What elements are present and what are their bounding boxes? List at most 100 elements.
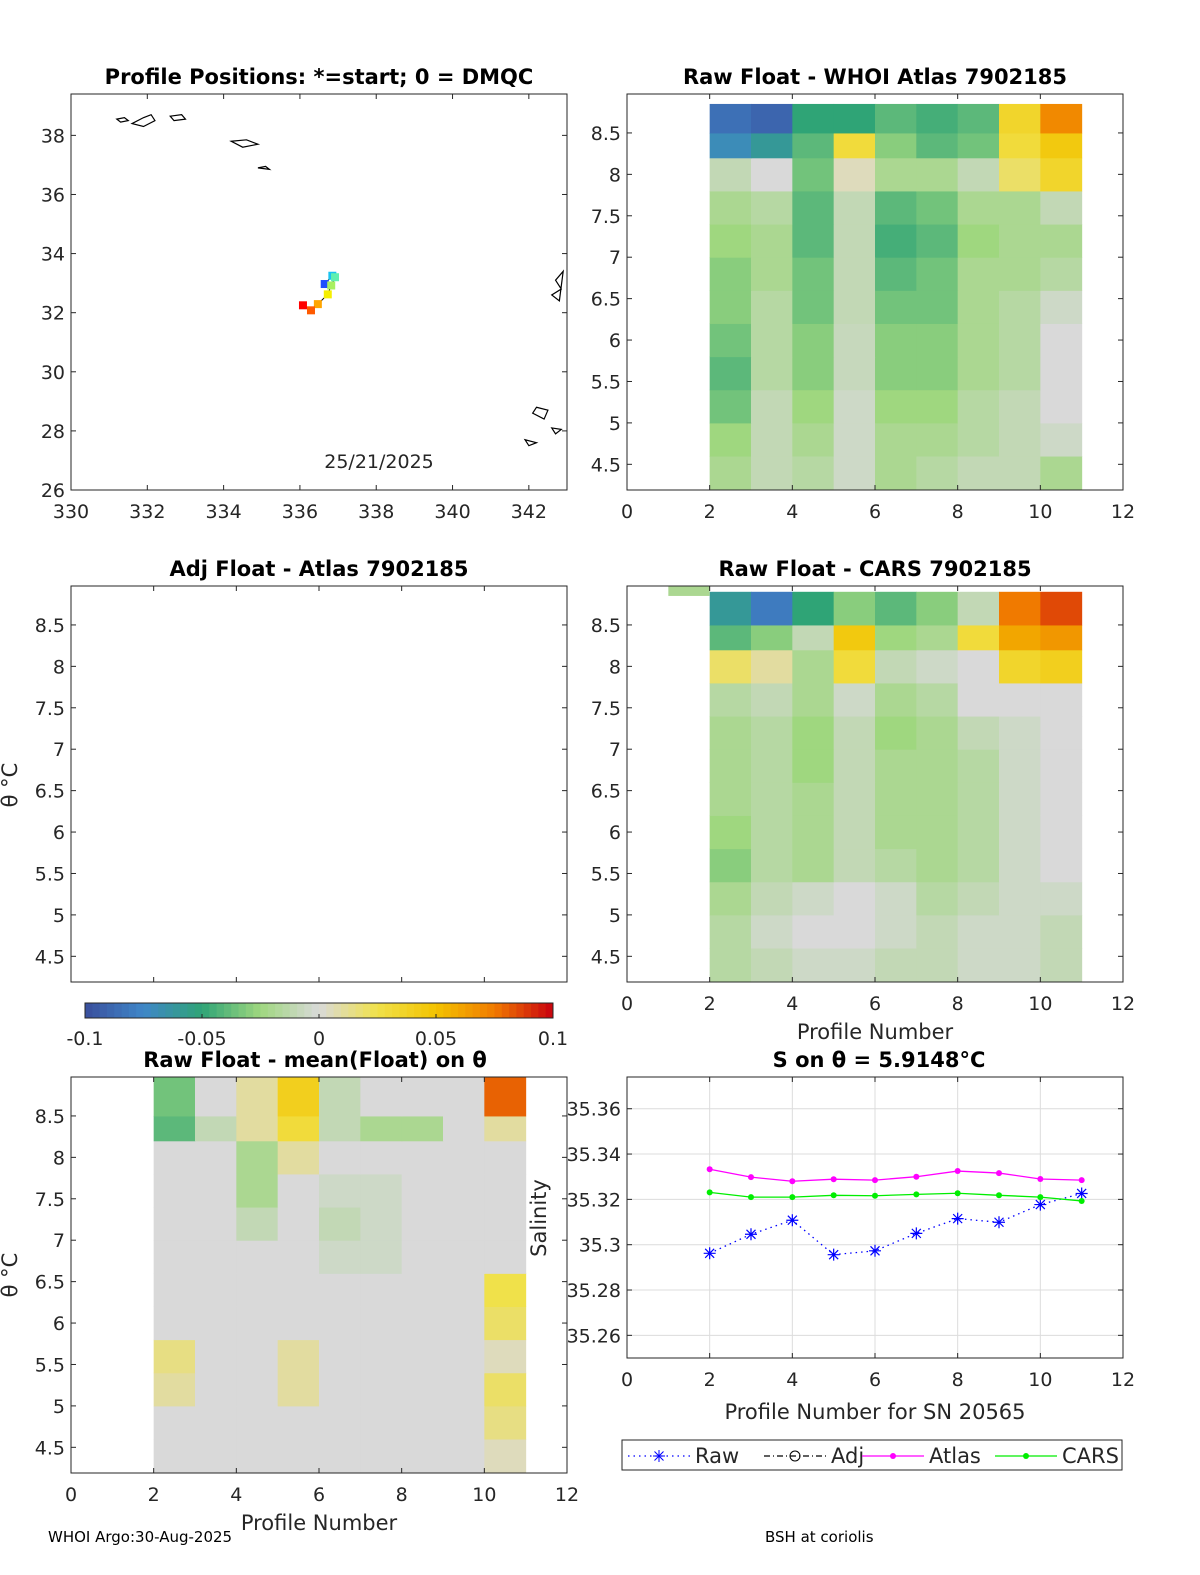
colorbar-segment	[121, 1003, 130, 1018]
heatmap-cell	[792, 356, 835, 391]
colorbar-tick-label: 0	[313, 1028, 325, 1050]
x-tick-label: 4	[786, 993, 798, 1015]
salinity-ylabel: Salinity	[527, 1179, 551, 1257]
heatmap-cell	[751, 157, 793, 192]
salinity-axes: Raw Adj Atlas CARS 0 2 4 6 8 10 12 35.26 35.28 35.3 35…	[567, 1076, 1135, 1471]
heatmap-cell	[751, 682, 793, 717]
heatmap-cell	[751, 103, 793, 134]
x-tick-label: 0	[621, 1369, 633, 1391]
map-plot-area	[71, 94, 567, 490]
heatmap-cell	[277, 1077, 320, 1117]
heatmap-cell	[709, 848, 752, 883]
heatmap-cell	[916, 749, 959, 783]
atlas-title: Raw Float - WHOI Atlas 7902185	[683, 65, 1067, 89]
heatmap-cell	[401, 1077, 444, 1117]
heatmap-cell	[1040, 749, 1083, 783]
y-tick-label: 8.5	[35, 615, 65, 637]
heatmap-cell	[751, 257, 793, 291]
heatmap-cell	[153, 1339, 196, 1374]
y-tick-label: 35.34	[567, 1144, 621, 1166]
colorbar-tick-label: 0.1	[538, 1028, 568, 1050]
heatmap-cell	[792, 456, 835, 490]
heatmap-cell	[319, 1140, 361, 1175]
heatmap-cell	[792, 224, 835, 258]
heatmap-cell	[875, 103, 917, 134]
heatmap-cell	[1040, 157, 1083, 192]
colorbar-segment	[128, 1003, 137, 1018]
series-line-raw	[709, 1192, 1082, 1256]
heatmap-cell	[709, 456, 752, 490]
heatmap-cell	[999, 103, 1041, 134]
y-tick-label: 38	[41, 125, 65, 147]
colorbar-segment	[194, 1003, 203, 1018]
heatmap-cell	[999, 716, 1041, 750]
heatmap-cell	[957, 848, 1000, 883]
coastline	[550, 269, 565, 302]
data-point-cars	[872, 1192, 878, 1199]
heatmap-cell	[1040, 914, 1083, 949]
y-tick-label: 30	[41, 362, 65, 384]
colorbar-segment	[150, 1003, 159, 1018]
colorbar-tick-label: -0.05	[177, 1028, 226, 1050]
heatmap-cell	[277, 1207, 320, 1241]
heatmap-cell	[195, 1140, 237, 1175]
colorbar-segment	[216, 1003, 225, 1018]
y-tick-label: 6.5	[591, 781, 621, 803]
heatmap-cell	[360, 1077, 403, 1117]
legend-label-cars: CARS	[1062, 1444, 1119, 1468]
heatmap-cell	[401, 1339, 444, 1374]
heatmap-cell	[709, 782, 752, 816]
x-tick-label: 12	[1111, 993, 1135, 1015]
heatmap-cell	[1040, 257, 1083, 291]
x-tick-label: 4	[230, 1484, 242, 1506]
colorbar-segment	[531, 1003, 539, 1018]
heatmap-cell	[833, 649, 876, 684]
heatmap-cell	[751, 749, 793, 783]
heatmap-cell	[484, 1372, 527, 1407]
heatmap-cell	[153, 1207, 196, 1241]
heatmap-cell	[751, 456, 793, 490]
heatmap-cell	[1040, 422, 1083, 457]
heatmap-cell	[792, 815, 835, 850]
heatmap-cell	[277, 1173, 320, 1208]
heatmap-cell	[401, 1273, 444, 1307]
heatmap-cell	[916, 815, 959, 850]
heatmap-cell	[236, 1240, 279, 1274]
heatmap-cell	[751, 815, 793, 850]
colorbar-segment	[319, 1003, 327, 1018]
heatmap-cell	[999, 914, 1041, 949]
heatmap-cell	[999, 190, 1041, 225]
y-tick-label: 7	[53, 1230, 65, 1252]
heatmap-cell	[484, 1405, 527, 1440]
profile-position-marker	[298, 301, 307, 310]
heatmap-cell	[957, 157, 1000, 192]
heatmap-cell	[833, 257, 876, 291]
y-tick-label: 4.5	[591, 946, 621, 968]
y-tick-label: 5.5	[591, 371, 621, 393]
colorbar-segment	[333, 1003, 342, 1018]
heatmap-cell	[916, 914, 959, 949]
heatmap-cell	[792, 157, 835, 192]
heatmap-cell	[709, 591, 752, 626]
data-point-cars	[954, 1190, 961, 1197]
legend: Raw Adj Atlas CARS	[621, 1439, 1123, 1471]
heatmap-cell	[443, 1077, 485, 1117]
heatmap-cell	[360, 1173, 403, 1208]
heatmap-cell	[277, 1405, 320, 1440]
y-tick-label: 6.5	[591, 289, 621, 311]
heatmap-cell	[957, 881, 1000, 916]
heatmap-cell	[195, 1207, 237, 1241]
heatmap-cell	[751, 782, 793, 816]
heatmap-cell	[751, 914, 793, 949]
heatmap-cell	[875, 716, 917, 750]
x-tick-label: 338	[358, 501, 394, 523]
heatmap-cell	[957, 422, 1000, 457]
heatmap-cell	[751, 624, 793, 651]
y-tick-label: 7	[53, 739, 65, 761]
heatmap-cell	[277, 1240, 320, 1274]
heatmap-cell	[360, 1306, 403, 1341]
heatmap-cell	[999, 157, 1041, 192]
heatmap-cell	[957, 389, 1000, 424]
heatmap-cell	[957, 914, 1000, 949]
heatmap-cell	[360, 1405, 403, 1440]
